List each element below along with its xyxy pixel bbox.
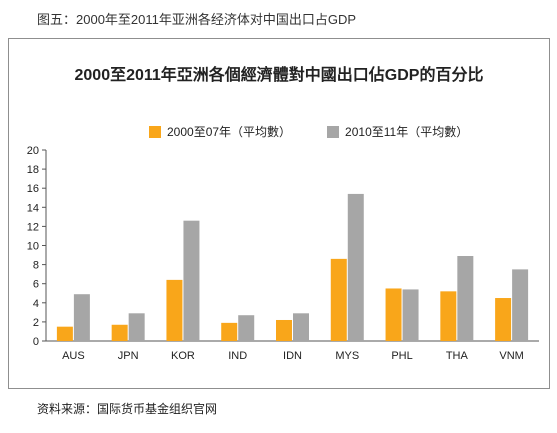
y-tick-label-14: 14	[27, 202, 39, 214]
bar-tha-series-1	[440, 291, 457, 341]
bar-kor-series-2	[183, 220, 200, 341]
y-tick-label-12: 12	[27, 221, 39, 233]
bar-aus-series-2	[73, 294, 90, 341]
legend-label-series-1: 2000至07年（平均數）	[167, 125, 292, 139]
bar-chart-plot: 0 2 4 6 8 10 12 14 16 18 20 AUS JPN KOR IND IDN MYS PHL TH…	[27, 145, 539, 362]
x-tick-label-vnm: VNM	[499, 350, 523, 362]
y-tick-label-0: 0	[33, 336, 39, 348]
y-tick-label-6: 6	[33, 279, 39, 291]
chart-title: 2000至2011年亞洲各個經濟體對中國出口佔GDP的百分比	[74, 67, 484, 84]
chart-frame: 2000至2011年亞洲各個經濟體對中國出口佔GDP的百分比 2000至07年（…	[8, 38, 550, 389]
y-tick-label-18: 18	[27, 164, 39, 176]
chart-legend: 2000至07年（平均數） 2010至11年（平均數）	[149, 123, 468, 140]
bar-tha-series-2	[457, 256, 474, 341]
x-tick-label-idn: IDN	[283, 350, 302, 362]
legend-swatch-series-1	[149, 125, 161, 138]
bar-vnm-series-1	[495, 298, 512, 341]
bar-jpn-series-2	[128, 313, 145, 341]
bar-idn-series-2	[293, 313, 309, 341]
bar-jpn-series-1	[111, 324, 128, 341]
legend-item-series-2: 2010至11年（平均數）	[327, 123, 468, 140]
y-tick-label-10: 10	[27, 241, 39, 253]
bar-mys-series-2	[347, 193, 364, 341]
legend-swatch-series-2	[327, 125, 340, 138]
y-tick-label-8: 8	[33, 260, 39, 272]
y-tick-label-2: 2	[33, 317, 39, 329]
x-tick-label-jpn: JPN	[118, 350, 139, 362]
bar-mys-series-1	[330, 258, 347, 341]
bar-phl-series-2	[402, 289, 419, 341]
y-tick-label-16: 16	[27, 183, 39, 195]
x-tick-label-phl: PHL	[391, 350, 412, 362]
bar-idn-series-1	[276, 319, 292, 341]
x-tick-label-ind: IND	[228, 350, 247, 362]
legend-label-series-2: 2010至11年（平均數）	[345, 125, 469, 139]
source-note: 资料来源：国际货币基金组织官网	[37, 402, 218, 416]
x-tick-label-mys: MYS	[335, 350, 359, 362]
x-tick-label-kor: KOR	[171, 350, 195, 362]
bar-phl-series-1	[385, 288, 402, 341]
figure-caption: 图五：2000年至2011年亚洲各经济体对中国出口占GDP	[37, 12, 357, 27]
bar-aus-series-1	[56, 326, 73, 341]
y-tick-label-4: 4	[33, 298, 39, 310]
bar-vnm-series-2	[512, 269, 529, 341]
legend-item-series-1: 2000至07年（平均數）	[149, 123, 291, 140]
bar-ind-series-1	[221, 322, 238, 341]
x-tick-label-aus: AUS	[62, 350, 85, 362]
bar-ind-series-2	[238, 315, 255, 341]
bar-kor-series-1	[166, 279, 183, 341]
y-tick-label-20: 20	[27, 145, 39, 157]
x-tick-label-tha: THA	[446, 350, 469, 362]
